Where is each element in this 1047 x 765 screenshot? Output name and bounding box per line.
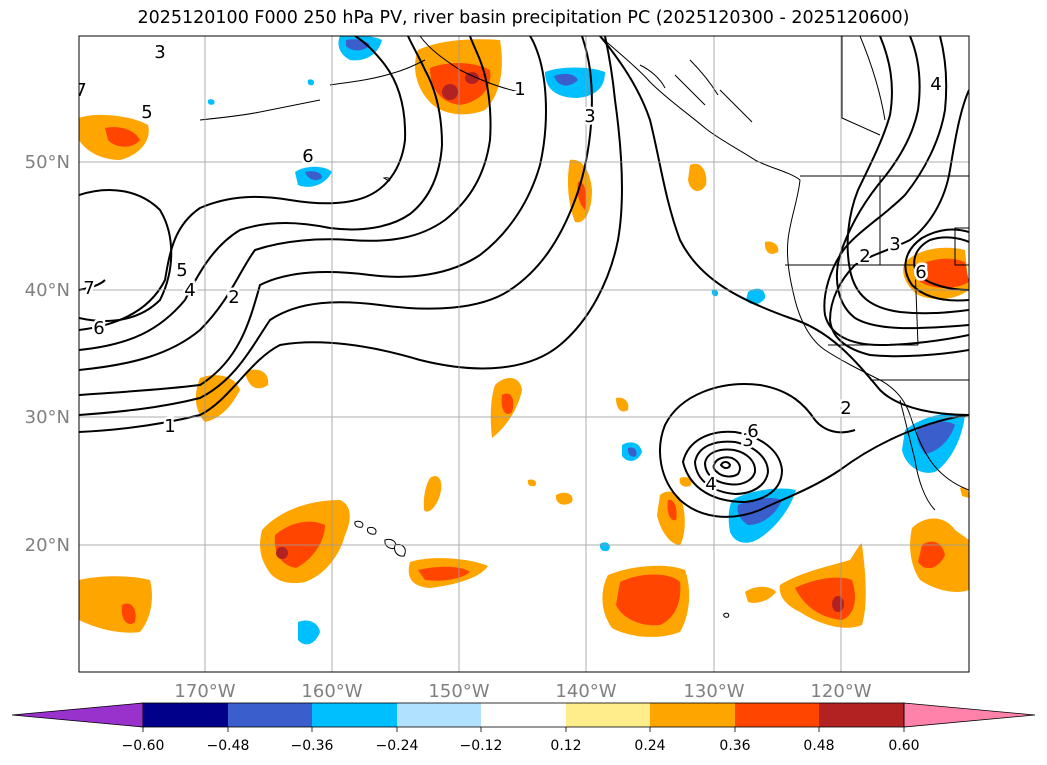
colorbar-frame xyxy=(142,702,905,728)
contour-label: 3 xyxy=(742,430,753,451)
contour-labels: 1 2 3 4 5 6 7 2 3 4 5 6 1 2 3 4 6 7 3 6 xyxy=(75,40,944,498)
colorbar-under-arrow xyxy=(11,702,144,728)
precip-positive-shading xyxy=(79,39,969,637)
contour-label: 4 xyxy=(930,74,941,95)
contour-label: 4 xyxy=(184,280,195,301)
colorbar-over-arrow xyxy=(903,702,1036,728)
colorbar-tick-label: −0.24 xyxy=(376,738,419,754)
colorbar-tick-label: 0.60 xyxy=(888,738,919,754)
contour-label: 6 xyxy=(93,318,104,339)
contour-label: 2 xyxy=(859,246,870,267)
lat-label-30n: 30°N xyxy=(25,407,70,428)
colorbar-segment xyxy=(143,703,228,727)
contour-label: 3 xyxy=(889,234,900,255)
colorbar-segment xyxy=(481,703,566,727)
colorbar-tick-label: 0.24 xyxy=(634,738,665,754)
colorbar-segment xyxy=(650,703,735,727)
lon-label-130w: 130°W xyxy=(683,681,744,702)
colorbar-ticks xyxy=(142,727,905,732)
colorbar-tick-label: −0.60 xyxy=(122,738,165,754)
contour-label: 2 xyxy=(228,287,239,308)
lat-label-20n: 20°N xyxy=(25,535,70,556)
colorbar: −0.60 −0.48 −0.36 −0.24 −0.12 0.12 0.24 … xyxy=(11,702,1036,754)
contour-label: 6 xyxy=(915,262,926,283)
lat-label-50n: 50°N xyxy=(25,152,70,173)
islands xyxy=(354,177,730,618)
contour-label: 3 xyxy=(154,42,165,63)
lon-label-120w: 120°W xyxy=(810,681,871,702)
contour-label: 6 xyxy=(747,421,758,442)
map-panel: 1 2 3 4 5 6 7 2 3 4 5 6 1 2 3 4 6 7 3 6 xyxy=(75,36,969,672)
colorbar-tick-label: −0.48 xyxy=(207,738,250,754)
colorbar-tick-label: 0.36 xyxy=(719,738,750,754)
colorbar-segment xyxy=(228,703,312,727)
gridlines xyxy=(79,36,969,672)
colorbar-tick-label: 0.12 xyxy=(550,738,581,754)
longitude-labels: 170°W 160°W 150°W 140°W 130°W 120°W xyxy=(174,681,871,702)
contour-label: 4 xyxy=(705,474,716,495)
contour-label: 1 xyxy=(164,416,175,437)
colorbar-segment xyxy=(735,703,819,727)
colorbar-segment xyxy=(566,703,650,727)
lat-label-40n: 40°N xyxy=(25,280,70,301)
colorbar-segment xyxy=(819,703,904,727)
colorbar-tick-labels: −0.60 −0.48 −0.36 −0.24 −0.12 0.12 0.24 … xyxy=(122,738,920,754)
contour-label: 7 xyxy=(83,278,94,299)
figure-title: 2025120100 F000 250 hPa PV, river basin … xyxy=(137,8,910,28)
lon-label-150w: 150°W xyxy=(428,681,489,702)
contour-label: 5 xyxy=(141,102,152,123)
lon-label-170w: 170°W xyxy=(174,681,235,702)
colorbar-tick-label: 0.48 xyxy=(803,738,834,754)
contour-label: 7 xyxy=(75,80,86,101)
lon-label-160w: 160°W xyxy=(301,681,362,702)
colorbar-tick-label: −0.12 xyxy=(460,738,503,754)
colorbar-tick-label: −0.36 xyxy=(291,738,334,754)
map-frame xyxy=(78,35,970,673)
contour-label: 3 xyxy=(584,106,595,127)
contour-label: 5 xyxy=(176,260,187,281)
contour-label: 2 xyxy=(840,398,851,419)
contour-label: 1 xyxy=(514,79,525,100)
colorbar-segment xyxy=(397,703,481,727)
contour-label: 6 xyxy=(302,146,313,167)
colorbar-segment xyxy=(312,703,397,727)
lon-label-140w: 140°W xyxy=(555,681,616,702)
latitude-labels: 50°N 40°N 30°N 20°N xyxy=(25,152,70,556)
pv-contours xyxy=(79,36,969,518)
